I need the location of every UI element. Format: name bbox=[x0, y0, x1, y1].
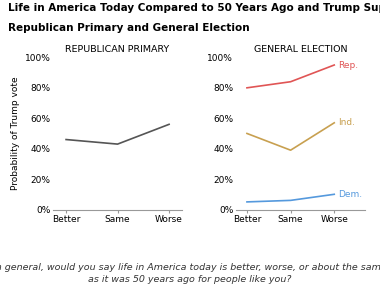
Text: Republican Primary and General Election: Republican Primary and General Election bbox=[8, 23, 249, 33]
Title: REPUBLICAN PRIMARY: REPUBLICAN PRIMARY bbox=[65, 45, 170, 54]
Text: Ind.: Ind. bbox=[338, 118, 355, 127]
Text: In general, would you say life in America today is better, worse, or about the s: In general, would you say life in Americ… bbox=[0, 263, 380, 284]
Text: Dem.: Dem. bbox=[338, 190, 362, 199]
Title: GENERAL ELECTION: GENERAL ELECTION bbox=[254, 45, 347, 54]
Y-axis label: Probability of Trump vote: Probability of Trump vote bbox=[11, 77, 21, 190]
Text: Life in America Today Compared to 50 Years Ago and Trump Support in: Life in America Today Compared to 50 Yea… bbox=[8, 3, 380, 13]
Text: Rep.: Rep. bbox=[338, 61, 358, 69]
